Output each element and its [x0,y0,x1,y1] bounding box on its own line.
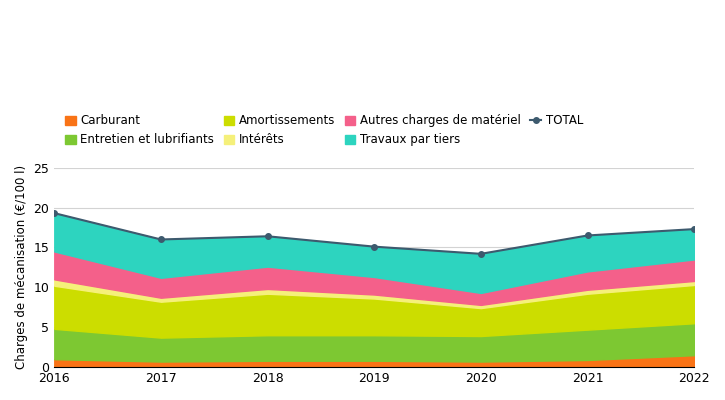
Legend: Carburant, Entretien et lubrifiants, Amortissements, Intérêts, Autres charges de: Carburant, Entretien et lubrifiants, Amo… [60,110,588,151]
Y-axis label: Charges de mécanisation (€/100 l): Charges de mécanisation (€/100 l) [15,165,28,370]
